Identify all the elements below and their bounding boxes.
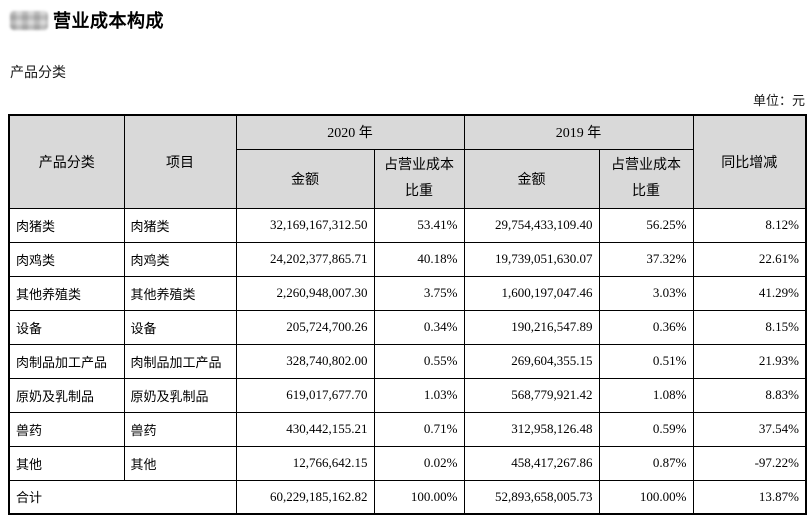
ratio-2019-cell: 3.03% — [598, 275, 694, 311]
amount-2019-cell: 312,958,126.48 — [463, 411, 600, 447]
amount-2019-cell: 190,216,547.89 — [463, 309, 600, 345]
amount-2019-cell: 29,754,433,109.40 — [463, 207, 600, 243]
category-cell: 肉猪类 — [8, 207, 125, 243]
item-cell: 肉鸡类 — [123, 241, 237, 277]
col-header-year-2019: 2019 年 — [463, 114, 694, 150]
table-row: 兽药 兽药 430,442,155.21 0.71% 312,958,126.48 0.5… — [8, 411, 807, 447]
ratio-2020-cell: 40.18% — [373, 241, 465, 277]
ratio-2020-cell: 53.41% — [373, 207, 465, 243]
ratio-2020-cell: 0.71% — [373, 411, 465, 447]
table-header-row-years: 产品分类 项目 2020 年 2019 年 同比增减 — [8, 114, 807, 209]
item-cell: 其他养殖类 — [123, 275, 237, 311]
item-cell: 原奶及乳制品 — [123, 377, 237, 413]
total-ratio-2020-cell: 100.00% — [373, 479, 465, 515]
table-row: 肉猪类 肉猪类 32,169,167,312.50 53.41% 29,754,433,… — [8, 207, 807, 243]
yoy-cell: -97.22% — [692, 445, 807, 481]
yoy-cell: 8.12% — [692, 207, 807, 243]
item-cell: 兽药 — [123, 411, 237, 447]
ratio-2020-cell: 0.02% — [373, 445, 465, 481]
cost-ratio-label: 占营业成本比重 — [611, 157, 681, 199]
category-cell: 原奶及乳制品 — [8, 377, 125, 413]
category-cell: 其他养殖类 — [8, 275, 125, 311]
amount-2019-cell: 269,604,355.15 — [463, 343, 600, 379]
amount-2020-cell: 12,766,642.15 — [235, 445, 375, 481]
total-ratio-2019-cell: 100.00% — [598, 479, 694, 515]
page-title: 营业成本构成 — [53, 11, 164, 31]
col-header-product-category: 产品分类 — [8, 114, 125, 209]
ratio-2020-cell: 1.03% — [373, 377, 465, 413]
cost-ratio-label: 占营业成本比重 — [384, 157, 454, 199]
yoy-cell: 8.83% — [692, 377, 807, 413]
ratio-2020-cell: 3.75% — [373, 275, 465, 311]
col-header-yoy-change: 同比增减 — [692, 114, 807, 209]
subsection-title: 产品分类 — [10, 66, 66, 81]
table-row: 其他养殖类 其他养殖类 2,260,948,007.30 3.75% 1,600,197… — [8, 275, 807, 311]
ratio-2020-cell: 0.34% — [373, 309, 465, 345]
item-cell: 肉制品加工产品 — [123, 343, 237, 379]
item-cell: 设备 — [123, 309, 237, 345]
unit-label: 单位：元 — [752, 93, 805, 108]
cost-composition-table: 产品分类 项目 2020 年 2019 年 同比增减 金额 占营业成本比重 金额… — [8, 114, 807, 515]
amount-2020-cell: 2,260,948,007.30 — [235, 275, 375, 311]
table-row: 肉鸡类 肉鸡类 24,202,377,865.71 40.18% 19,739,051,… — [8, 241, 807, 277]
amount-2019-cell: 1,600,197,047.46 — [463, 275, 600, 311]
col-header-amount-2019: 金额 — [463, 148, 600, 209]
ratio-2019-cell: 0.51% — [598, 343, 694, 379]
col-header-amount-2020: 金额 — [235, 148, 375, 209]
yoy-cell: 37.54% — [692, 411, 807, 447]
ratio-2019-cell: 0.87% — [598, 445, 694, 481]
ratio-2019-cell: 37.32% — [598, 241, 694, 277]
category-cell: 兽药 — [8, 411, 125, 447]
yoy-cell: 21.93% — [692, 343, 807, 379]
ratio-2019-cell: 1.08% — [598, 377, 694, 413]
col-header-item: 项目 — [123, 114, 237, 209]
yoy-cell: 41.29% — [692, 275, 807, 311]
col-header-year-2020: 2020 年 — [235, 114, 465, 150]
category-cell: 其他 — [8, 445, 125, 481]
amount-2019-cell: 19,739,051,630.07 — [463, 241, 600, 277]
total-label-cell: 合计 — [8, 479, 237, 515]
amount-2020-cell: 24,202,377,865.71 — [235, 241, 375, 277]
item-cell: 其他 — [123, 445, 237, 481]
ratio-2020-cell: 0.55% — [373, 343, 465, 379]
amount-2020-cell: 32,169,167,312.50 — [235, 207, 375, 243]
category-cell: 肉鸡类 — [8, 241, 125, 277]
amount-2019-cell: 568,779,921.42 — [463, 377, 600, 413]
table-row: 设备 设备 205,724,700.26 0.34% 190,216,547.89 0.3… — [8, 309, 807, 345]
table-row: 原奶及乳制品 原奶及乳制品 619,017,677.70 1.03% 568,779,9… — [8, 377, 807, 413]
ratio-2019-cell: 0.59% — [598, 411, 694, 447]
yoy-cell: 22.61% — [692, 241, 807, 277]
total-amount-2020-cell: 60,229,185,162.82 — [235, 479, 375, 515]
table-row: 肉制品加工产品 肉制品加工产品 328,740,802.00 0.55% 269,604… — [8, 343, 807, 379]
table-total-row: 合计 60,229,185,162.82 100.00% 52,893,658,005… — [8, 479, 807, 515]
total-yoy-cell: 13.87% — [692, 479, 807, 515]
col-header-cost-ratio-2020: 占营业成本比重 — [373, 148, 465, 209]
category-cell: 肉制品加工产品 — [8, 343, 125, 379]
yoy-cell: 8.15% — [692, 309, 807, 345]
total-amount-2019-cell: 52,893,658,005.73 — [463, 479, 600, 515]
amount-2019-cell: 458,417,267.86 — [463, 445, 600, 481]
amount-2020-cell: 205,724,700.26 — [235, 309, 375, 345]
category-cell: 设备 — [8, 309, 125, 345]
col-header-cost-ratio-2019: 占营业成本比重 — [598, 148, 694, 209]
redacted-section-number — [10, 10, 48, 30]
amount-2020-cell: 430,442,155.21 — [235, 411, 375, 447]
item-cell: 肉猪类 — [123, 207, 237, 243]
table-row: 其他 其他 12,766,642.15 0.02% 458,417,267.86 0.87… — [8, 445, 807, 481]
ratio-2019-cell: 0.36% — [598, 309, 694, 345]
section-title-row: 营业成本构成 — [10, 7, 164, 33]
amount-2020-cell: 328,740,802.00 — [235, 343, 375, 379]
amount-2020-cell: 619,017,677.70 — [235, 377, 375, 413]
table-header-row-metrics: 金额 占营业成本比重 金额 占营业成本比重 — [9, 148, 806, 209]
ratio-2019-cell: 56.25% — [598, 207, 694, 243]
